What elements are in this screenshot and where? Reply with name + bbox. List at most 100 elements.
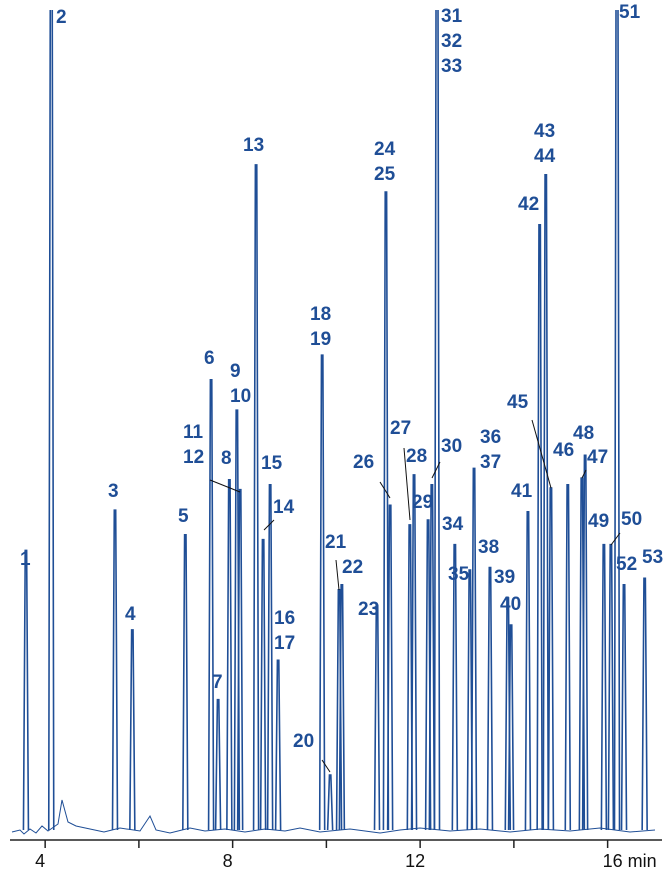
peak-label: 11 <box>183 422 204 443</box>
peak <box>641 577 648 831</box>
leader-line <box>321 759 331 773</box>
peak-label: 7 <box>212 672 223 693</box>
leader-line <box>379 481 391 499</box>
peak-label: 10 <box>230 386 251 407</box>
peak-label: 23 <box>358 599 379 620</box>
peak-label: 35 <box>448 564 470 585</box>
peak <box>318 354 326 831</box>
peak-label: 5 <box>178 506 189 527</box>
peak-label: 43 <box>534 121 555 142</box>
x-tick-label: 8 <box>223 851 233 871</box>
peak-label: 53 <box>642 547 663 568</box>
peak <box>428 483 436 831</box>
peak <box>524 511 532 831</box>
peak-label: 39 <box>494 567 515 588</box>
peak-label: 21 <box>325 532 347 553</box>
peak-label: 29 <box>412 492 433 513</box>
peak <box>338 584 346 831</box>
peak-label: 16 <box>274 608 295 629</box>
peak <box>386 504 394 831</box>
peak-label: 19 <box>310 329 331 350</box>
plot-area <box>22 10 648 831</box>
peak-label: 41 <box>511 481 533 502</box>
peak-label: 36 <box>480 427 501 448</box>
peak-label: 15 <box>261 453 283 474</box>
baseline-noise <box>11 799 656 835</box>
peak-label: 18 <box>310 304 331 325</box>
leader-line <box>335 559 340 591</box>
peak-label: 26 <box>353 452 374 473</box>
leader-line <box>531 419 552 489</box>
peak-label: 40 <box>500 594 521 615</box>
peak <box>410 474 418 831</box>
peak-label: 50 <box>621 509 642 530</box>
leader-line <box>403 447 411 521</box>
peak <box>111 509 119 831</box>
x-tick-label: 4 <box>35 851 45 871</box>
peak <box>274 659 282 831</box>
peak-label: 22 <box>342 557 363 578</box>
peak <box>564 483 572 831</box>
peak <box>607 543 615 831</box>
peak-label: 47 <box>587 447 608 468</box>
peak-label: 2 <box>56 7 67 28</box>
peak <box>536 224 543 831</box>
peak-label: 49 <box>588 511 609 532</box>
peak <box>486 566 494 831</box>
peak <box>451 543 459 831</box>
leader-line <box>581 469 587 479</box>
peak-label: 12 <box>183 447 204 468</box>
peak <box>129 629 136 831</box>
peak <box>600 543 608 831</box>
peak <box>547 487 555 831</box>
peak-label: 1 <box>20 549 31 570</box>
leader-line <box>431 461 441 479</box>
peak <box>373 604 381 831</box>
peak <box>542 174 550 831</box>
leader-line <box>209 479 241 493</box>
peak-label: 32 <box>441 31 462 52</box>
peak-label: 46 <box>553 440 574 461</box>
peak-label: 24 <box>374 139 396 160</box>
peak-label: 28 <box>406 446 427 467</box>
peak-label: 27 <box>390 418 411 439</box>
peak <box>382 191 390 831</box>
peak-label: 44 <box>534 146 556 167</box>
peak <box>470 467 478 831</box>
peak-label: 4 <box>125 604 136 625</box>
peak <box>226 479 233 831</box>
x-tick-label: 16 min <box>603 851 657 871</box>
peak-label: 9 <box>230 361 241 382</box>
peak <box>47 10 55 831</box>
peak <box>433 10 441 831</box>
peak <box>22 549 30 831</box>
peak-label: 45 <box>507 392 529 413</box>
peak-label: 30 <box>441 436 462 457</box>
peak <box>252 164 260 831</box>
peak <box>326 774 334 831</box>
peak <box>581 454 589 831</box>
peak <box>613 10 621 831</box>
peak <box>266 483 274 831</box>
leader-line <box>263 519 275 531</box>
peak-label: 52 <box>616 554 637 575</box>
peak-label: 38 <box>478 537 499 558</box>
x-tick-label: 12 <box>405 851 425 871</box>
peak-label: 34 <box>442 514 464 535</box>
peak-label: 48 <box>573 423 594 444</box>
peak-label: 3 <box>108 481 119 502</box>
peak-label: 13 <box>243 135 264 156</box>
peak <box>259 538 267 831</box>
peak-label: 42 <box>518 194 539 215</box>
peak-label: 31 <box>441 6 463 27</box>
peak <box>207 379 215 831</box>
peak <box>214 698 222 831</box>
peak-label: 20 <box>293 731 314 752</box>
peak-label: 14 <box>273 497 295 518</box>
peak <box>236 488 244 831</box>
leader-line <box>610 532 621 546</box>
peak-label: 33 <box>441 56 462 77</box>
peak-label: 25 <box>374 164 396 185</box>
peak-label: 8 <box>221 448 232 469</box>
